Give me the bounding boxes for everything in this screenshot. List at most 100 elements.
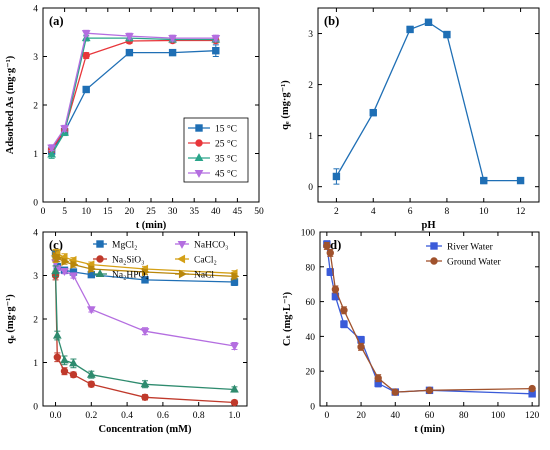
data-point — [54, 253, 63, 263]
data-point — [212, 46, 220, 55]
legend-marker — [430, 242, 438, 250]
data-point — [82, 51, 90, 60]
chart-panel-3: 0.0 0.2 0.4 0.6 0.8 1.0 0 1 2 3 4 Concentration (mM… — [5, 229, 248, 435]
x-tick-label: 0 — [41, 207, 46, 217]
data-point — [52, 330, 62, 339]
y-axis-label: qₑ (mg·g⁻¹) — [5, 294, 16, 344]
y-axis-label: Adsorbed As (mg·g⁻¹) — [5, 55, 16, 154]
data-point — [140, 328, 150, 337]
panel-label: (a) — [49, 14, 64, 28]
data-point — [87, 380, 96, 388]
y-tick-label: 1 — [33, 150, 38, 160]
data-point — [331, 285, 340, 294]
x-tick-label: 2 — [334, 207, 339, 217]
data-point — [340, 306, 348, 314]
data-point — [406, 25, 414, 34]
legend-marker — [96, 240, 104, 248]
y-tick-label: 2 — [308, 81, 313, 91]
data-point — [140, 379, 150, 388]
series-line — [326, 245, 533, 393]
plot-frame — [319, 231, 540, 407]
legend: MgCl₂ NaHCO₃ Na₂SiO₃ CaCl₂ Na₂HPO₄ NaCl — [93, 240, 228, 281]
panel-label: (c) — [49, 238, 63, 252]
y-tick-label: 1 — [33, 359, 38, 369]
data-point — [231, 272, 240, 281]
x-tick-label: 0.8 — [193, 411, 205, 421]
data-point — [528, 384, 536, 393]
legend-marker — [430, 257, 438, 265]
series-line — [51, 37, 216, 155]
x-tick-label: 0.4 — [121, 411, 133, 421]
data-point — [53, 353, 62, 361]
data-point — [81, 30, 91, 39]
legend-label: 15 °C — [215, 124, 237, 135]
data-point — [60, 367, 69, 375]
y-tick-label: 1 — [308, 132, 313, 142]
y-tick-label: 0 — [33, 403, 38, 413]
data-point — [332, 172, 341, 181]
data-point — [82, 85, 90, 94]
x-tick-label: 0.0 — [50, 411, 62, 421]
chart-panel-1: 0 5 10 15 20 25 30 35 40 45 50 0 1 2 3 4 t (min) Adsorbed… — [5, 5, 264, 232]
y-tick-label: 3 — [308, 30, 313, 40]
y-tick-label: 2 — [33, 316, 38, 326]
x-tick-label: 100 — [491, 411, 506, 421]
data-point — [86, 369, 96, 378]
legend-label: MgCl₂ — [112, 241, 138, 251]
legend-label: 45 °C — [215, 169, 237, 180]
y-tick-label: 100 — [301, 229, 316, 239]
series-line — [326, 244, 533, 395]
y-axis-label: Cₜ (mg·L⁻¹) — [282, 291, 293, 346]
legend-label: Na₂SiO₃ — [112, 256, 145, 266]
y-tick-label: 60 — [306, 298, 316, 308]
legend-label: 25 °C — [215, 139, 237, 150]
legend-marker — [194, 153, 204, 162]
x-axis-label: pH — [421, 220, 435, 231]
data-point — [480, 176, 488, 185]
legend-marker — [177, 240, 187, 249]
legend-marker — [195, 124, 203, 132]
series-line — [335, 21, 521, 182]
x-tick-label: 5 — [62, 207, 67, 217]
data-point — [340, 320, 348, 328]
data-point — [70, 260, 79, 269]
data-point — [141, 393, 149, 401]
data-point — [60, 355, 69, 364]
legend-marker — [96, 255, 104, 263]
x-tick-label: 80 — [459, 411, 469, 421]
x-tick-label: 4 — [371, 207, 376, 217]
y-tick-label: 2 — [33, 102, 38, 112]
plot-frame — [317, 7, 540, 203]
y-tick-label: 40 — [306, 333, 316, 343]
x-tick-label: 10 — [479, 207, 489, 217]
x-tick-label: 60 — [425, 411, 435, 421]
data-point — [69, 272, 78, 281]
panel-label: (b) — [324, 14, 339, 28]
legend-marker — [178, 269, 187, 279]
legend-marker — [194, 169, 204, 178]
x-tick-label: 15 — [103, 207, 113, 217]
data-point — [425, 386, 434, 395]
x-tick-label: 20 — [356, 411, 366, 421]
x-tick-label: 0.6 — [157, 411, 169, 421]
data-point — [61, 257, 70, 266]
data-point — [86, 306, 96, 315]
data-point — [141, 276, 149, 284]
legend-label: 35 °C — [215, 154, 237, 165]
data-point — [230, 342, 239, 351]
series-5 — [51, 265, 239, 393]
y-tick-label: 0 — [310, 403, 315, 413]
x-tick-label: 50 — [254, 207, 264, 217]
legend-marker — [195, 139, 203, 147]
legend-marker — [177, 254, 186, 264]
data-point — [168, 35, 177, 43]
x-tick-label: 40 — [211, 207, 221, 217]
legend-label: NaHCO₃ — [194, 241, 228, 251]
data-point — [211, 35, 221, 43]
series-2 — [323, 241, 536, 396]
x-axis-label: Concentration (mM) — [98, 424, 192, 435]
x-tick-label: 10 — [81, 207, 91, 217]
data-point — [443, 30, 451, 39]
y-tick-label: 3 — [33, 53, 38, 63]
legend-label: Na₂HPO₄ — [112, 271, 149, 281]
